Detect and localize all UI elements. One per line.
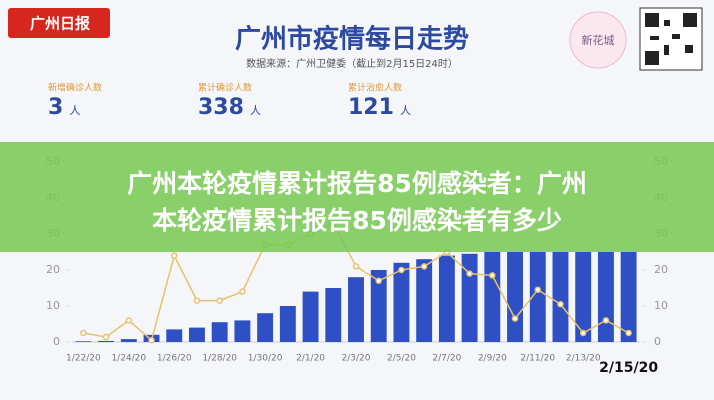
- bar: [484, 252, 501, 342]
- stat-value: 121: [348, 95, 394, 120]
- y-tick-label: 10: [46, 299, 60, 312]
- banner-line: 广州本轮疫情累计报告85例感染者：广州: [127, 169, 587, 198]
- bar: [279, 306, 296, 342]
- bar: [461, 253, 478, 342]
- bar: [416, 259, 433, 342]
- line-point: [193, 297, 201, 304]
- x-tick-label: 2/3/20: [342, 354, 371, 364]
- banner-line: 本轮疫情累计报告85例感染者有多少: [152, 206, 562, 235]
- bar: [257, 313, 274, 342]
- logo-box: [8, 8, 110, 38]
- line-point: [102, 333, 110, 341]
- bar: [234, 320, 251, 342]
- line-point: [466, 270, 473, 277]
- bar: [98, 340, 115, 342]
- bar: [438, 255, 455, 342]
- line-point: [80, 329, 87, 337]
- bar: [189, 327, 205, 342]
- stat-unit: 人: [250, 104, 261, 117]
- line-point: [239, 288, 246, 295]
- x-tick-label: 2/15/20: [599, 360, 658, 376]
- x-tick-label: 2/7/20: [432, 354, 461, 364]
- line-point: [216, 297, 223, 304]
- line-point: [398, 266, 405, 274]
- bar: [552, 252, 569, 342]
- line-point: [625, 329, 632, 337]
- line-point: [602, 317, 610, 324]
- x-tick-label: 1/28/20: [202, 354, 237, 364]
- x-tick-label: 1/30/20: [248, 354, 283, 364]
- source: 数据来源：广州卫健委（截止到2月15日24时）: [246, 57, 458, 70]
- bar: [507, 252, 523, 342]
- line-point: [148, 336, 155, 344]
- bar: [166, 329, 183, 342]
- line-point: [511, 315, 519, 322]
- y-tick-label: 20: [46, 263, 60, 276]
- line-point: [489, 272, 496, 279]
- y-tick-label: 0: [53, 335, 60, 348]
- bar: [370, 270, 387, 342]
- x-tick-label: 1/24/20: [111, 354, 146, 364]
- stat-label: 累计治愈人数: [348, 82, 402, 94]
- stat-label: 累计确诊人数: [198, 82, 252, 94]
- line-point: [375, 277, 382, 285]
- line-point: [170, 252, 178, 259]
- line-point: [420, 263, 428, 270]
- logo: 广州日报: [30, 15, 90, 33]
- bar: [393, 262, 410, 342]
- line-point: [579, 329, 587, 337]
- y2-tick-label: 0: [654, 335, 661, 348]
- bar: [302, 291, 319, 342]
- y2-tick-label: 10: [654, 299, 668, 312]
- x-tick-label: 1/26/20: [157, 354, 192, 364]
- stat-unit: 人: [400, 104, 411, 117]
- badge-circle: [569, 11, 627, 69]
- bar: [348, 277, 364, 342]
- line-point: [125, 317, 133, 324]
- bar: [120, 339, 137, 342]
- bar: [325, 288, 342, 342]
- bar: [597, 252, 614, 342]
- bar: [75, 341, 92, 342]
- stat-label: 新增确诊人数: [48, 82, 102, 94]
- x-tick-label: 2/1/20: [296, 354, 325, 364]
- line-point: [534, 286, 542, 294]
- bar: [211, 322, 228, 342]
- x-tick-label: 1/22/20: [66, 354, 101, 364]
- line-point: [557, 300, 564, 308]
- stat-value: 338: [198, 95, 244, 120]
- title: 广州市疫情每日走势: [235, 24, 469, 55]
- bar: [575, 252, 592, 342]
- bar: [529, 252, 546, 342]
- y2-tick-label: 20: [654, 263, 668, 276]
- stat-unit: 人: [69, 104, 80, 117]
- x-tick-label: 2/5/20: [387, 354, 416, 364]
- banner: [0, 142, 714, 252]
- x-tick-label: 2/11/20: [520, 354, 555, 364]
- qr-pattern: [645, 13, 697, 65]
- x-tick-label: 2/13/20: [566, 354, 601, 364]
- stat-value: 3: [48, 95, 63, 120]
- bar: [620, 252, 637, 342]
- line-point: [352, 263, 360, 270]
- badge: 新花城: [582, 33, 615, 47]
- x-tick-label: 2/9/20: [478, 354, 507, 364]
